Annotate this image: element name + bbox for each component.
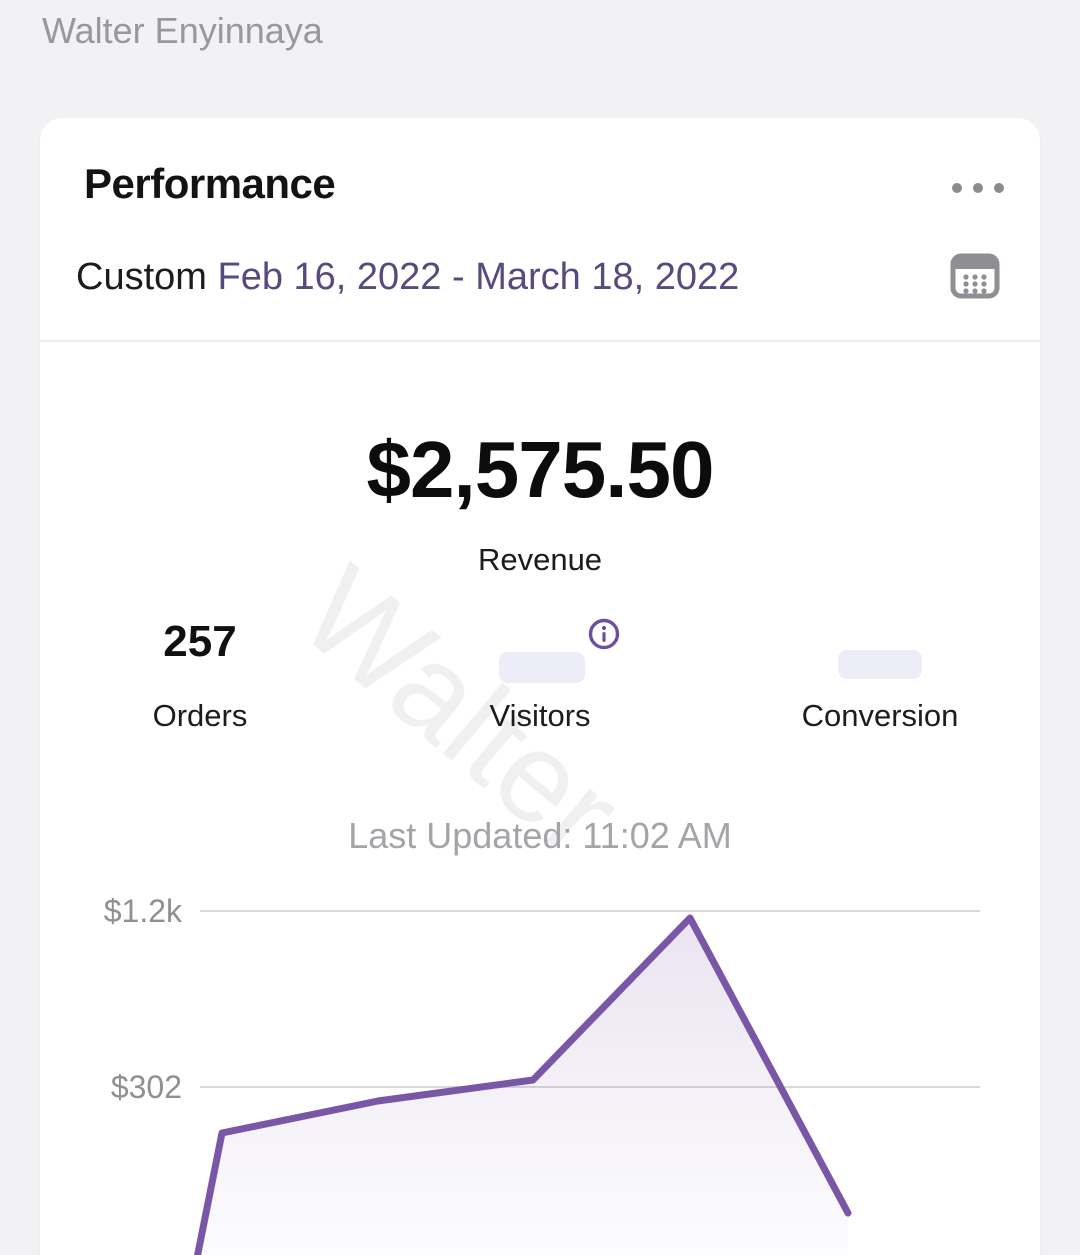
metric-conversion: Conversion xyxy=(760,615,1000,740)
orders-value: 257 xyxy=(163,617,237,666)
date-range-text: Feb 16, 2022 - March 18, 2022 xyxy=(217,256,740,298)
last-updated-text: Last Updated: 11:02 AM xyxy=(348,815,732,856)
revenue-value: $2,575.50 xyxy=(366,425,715,514)
header-divider xyxy=(40,340,1040,342)
more-menu-button[interactable] xyxy=(938,158,1018,218)
visitors-value-placeholder xyxy=(499,652,585,683)
info-icon xyxy=(588,618,620,650)
y-axis-tick-bottom: $302 xyxy=(110,1069,182,1105)
orders-label: Orders xyxy=(152,698,248,733)
conversion-label: Conversion xyxy=(801,698,959,733)
ellipsis-icon xyxy=(952,183,962,193)
calendar-button[interactable] xyxy=(950,251,1000,301)
conversion-value-placeholder xyxy=(838,650,922,679)
revenue-chart xyxy=(194,910,980,1255)
card-title: Performance xyxy=(84,160,336,207)
date-filter[interactable]: Custom Feb 16, 2022 - March 18, 2022 xyxy=(76,256,739,299)
performance-card xyxy=(40,118,1040,1255)
revenue-label: Revenue xyxy=(477,542,603,577)
metric-orders: 257 Orders xyxy=(100,615,300,740)
calendar-icon xyxy=(950,253,1000,299)
y-axis-tick-top: $1.2k xyxy=(103,893,182,929)
visitors-label: Visitors xyxy=(489,698,591,733)
visitors-info-button[interactable] xyxy=(587,617,621,651)
metric-visitors: Visitors xyxy=(420,615,660,740)
user-name: Walter Enyinnaya xyxy=(42,10,323,51)
date-filter-prefix: Custom xyxy=(76,256,218,298)
